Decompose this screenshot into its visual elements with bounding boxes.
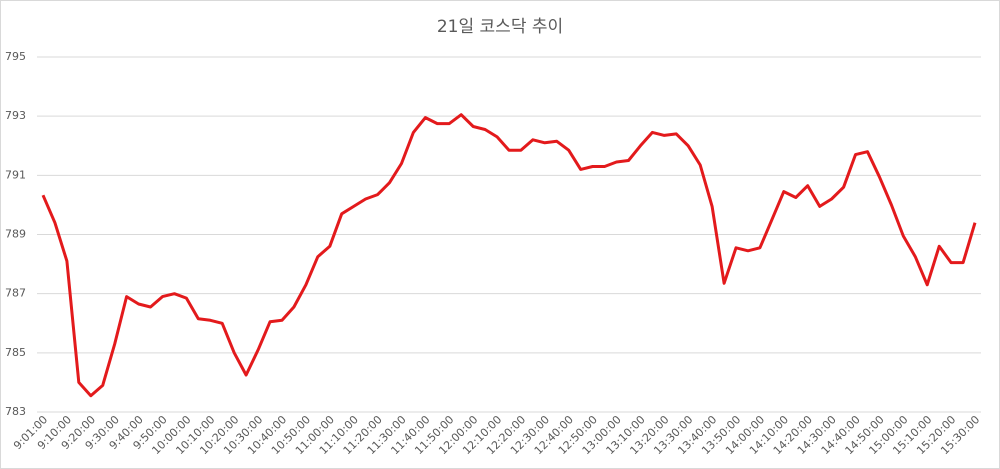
data-line [41,113,977,398]
y-tick-label: 791 [5,168,26,181]
y-tick-label: 785 [5,346,26,359]
y-tick-label: 783 [5,405,26,418]
y-tick-label: 789 [5,228,26,241]
chart-title: 21일 코스닥 추이 [437,17,563,37]
y-tick-label: 793 [5,109,26,122]
y-tick-label: 795 [5,50,26,63]
y-tick-label: 787 [5,287,26,300]
